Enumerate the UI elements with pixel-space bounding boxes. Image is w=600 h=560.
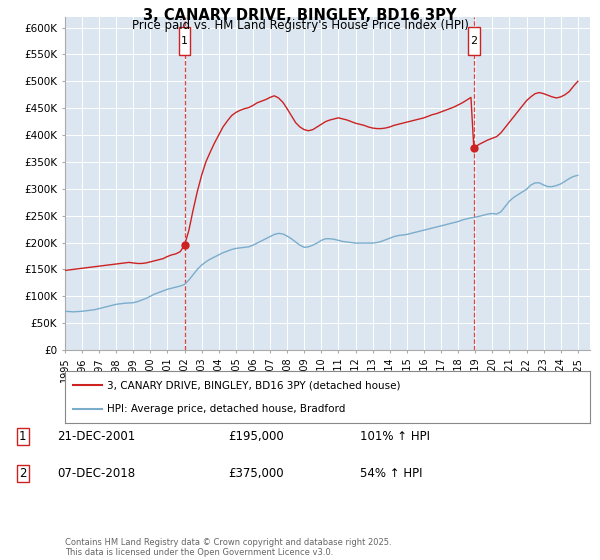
Text: 2: 2 [470,36,478,46]
Text: 3, CANARY DRIVE, BINGLEY, BD16 3PY: 3, CANARY DRIVE, BINGLEY, BD16 3PY [143,8,457,24]
Text: 1: 1 [19,430,26,444]
Text: 2: 2 [19,466,26,480]
Text: 54% ↑ HPI: 54% ↑ HPI [360,466,422,480]
FancyBboxPatch shape [179,27,190,55]
Text: Contains HM Land Registry data © Crown copyright and database right 2025.
This d: Contains HM Land Registry data © Crown c… [65,538,391,557]
Text: 3, CANARY DRIVE, BINGLEY, BD16 3PY (detached house): 3, CANARY DRIVE, BINGLEY, BD16 3PY (deta… [107,380,400,390]
Text: 21-DEC-2001: 21-DEC-2001 [57,430,135,444]
Text: 07-DEC-2018: 07-DEC-2018 [57,466,135,480]
Text: £195,000: £195,000 [228,430,284,444]
Text: HPI: Average price, detached house, Bradford: HPI: Average price, detached house, Brad… [107,404,345,414]
Text: 101% ↑ HPI: 101% ↑ HPI [360,430,430,444]
Text: 1: 1 [181,36,188,46]
Text: £375,000: £375,000 [228,466,284,480]
FancyBboxPatch shape [468,27,480,55]
Text: Price paid vs. HM Land Registry's House Price Index (HPI): Price paid vs. HM Land Registry's House … [131,19,469,32]
